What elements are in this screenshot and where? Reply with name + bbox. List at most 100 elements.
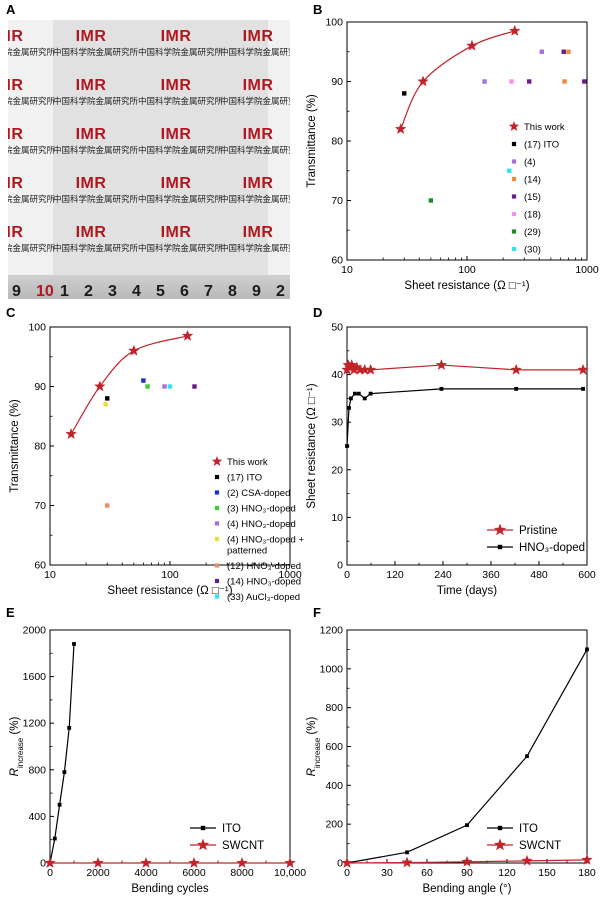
institute-name: 中国科学院金属研究所 [53, 47, 139, 57]
logo-text: IMR [8, 77, 24, 94]
legend-marker [214, 563, 220, 568]
y-tick-label: 800 [28, 764, 46, 776]
legend-marker [214, 536, 220, 542]
logo-tile: IMR 中国科学院金属研究所 [138, 224, 223, 270]
series-line [346, 363, 584, 371]
data-point [368, 391, 373, 396]
x-tick-label: 100 [458, 264, 476, 276]
panel-label-e: E [6, 605, 15, 620]
logo-tile: IMR 中国科学院金属研究所 [53, 28, 139, 74]
data-point [562, 79, 567, 84]
legend-marker [214, 505, 220, 511]
x-tick-label: 180 [578, 867, 596, 879]
institute-name: 中国科学院金属研究所 [8, 96, 56, 106]
institute-name: 中国科学院金属研究所 [220, 96, 290, 106]
legend-marker [214, 474, 220, 480]
fit-curve [70, 335, 188, 435]
logo-text: IMR [75, 126, 107, 143]
y-axis-label: Transmittance (%) [9, 399, 21, 493]
legend-marker [196, 838, 210, 851]
logo-tile: IMR 中国科学院金属研究所 [8, 28, 55, 74]
institute-name: 中国科学院金属研究所 [8, 243, 56, 253]
legend-label: (14) HNO₃-doped [227, 577, 301, 588]
legend-marker [214, 578, 220, 584]
logo-tile: IMR 中国科学院金属研究所 [53, 126, 138, 172]
data-point [72, 642, 76, 646]
logo-text: IMR [75, 28, 107, 45]
fit-curve [400, 30, 515, 130]
legend-marker [511, 141, 517, 147]
data-point [566, 49, 571, 54]
legend-marker [511, 211, 517, 217]
legend-label: (33) AuCl₃-doped [227, 592, 300, 603]
x-tick-label: 30 [381, 867, 393, 879]
institute-name: 中国科学院金属研究所 [220, 243, 290, 253]
legend-marker [493, 838, 507, 851]
panel-label-a: A [6, 2, 16, 17]
y-tick-label: 90 [331, 76, 343, 88]
data-point [577, 363, 589, 375]
legend-marker [497, 825, 503, 831]
x-tick-label: 600 [578, 569, 596, 581]
data-point [428, 198, 434, 203]
y-tick-label: 400 [28, 811, 46, 823]
data-point [140, 856, 152, 868]
logo-text: IMR [8, 224, 24, 241]
y-tick-label: 600 [325, 741, 343, 753]
data-point [394, 123, 407, 135]
y-tick-label: 1600 [23, 671, 47, 683]
y-tick-label: 1200 [320, 625, 344, 637]
legend-label: (2) CSA-doped [227, 488, 290, 499]
data-point [347, 406, 351, 410]
legend-label: ITO [222, 823, 241, 835]
logo-text: IMR [242, 77, 274, 94]
institute-name: 中国科学院金属研究所 [8, 145, 56, 155]
legend-marker [511, 246, 517, 252]
data-point [527, 79, 532, 84]
data-point [57, 802, 62, 807]
data-point [362, 396, 367, 401]
x-tick-label: 360 [482, 569, 500, 581]
legend-label: (14) [524, 175, 541, 186]
data-point [162, 384, 167, 389]
data-point [466, 39, 478, 51]
data-point [236, 856, 248, 868]
x-axis-label: Time (days) [437, 585, 497, 597]
series-line [346, 388, 584, 447]
chart-d: 0 120 240 360 480 600 0 10 20 30 40 50 Time (days) Sh… [306, 322, 596, 598]
legend-marker [508, 120, 520, 132]
logo-text: IMR [75, 77, 107, 94]
data-point [67, 725, 72, 730]
data-point [167, 384, 173, 389]
data-point [349, 396, 353, 401]
institute-name: 中国科学院金属研究所 [138, 145, 224, 155]
data-point [181, 329, 194, 341]
y-axis-label: Rincrease (%) [306, 717, 322, 777]
x-tick-label: 60 [421, 867, 433, 879]
ruler-number: 3 [108, 283, 117, 299]
data-point [507, 168, 512, 173]
x-tick-label: 0 [344, 867, 350, 879]
y-tick-label: 70 [331, 195, 343, 207]
y-tick-label: 70 [34, 500, 46, 512]
logo-tile: IMR 中国科学院金属研究所 [220, 224, 290, 270]
data-point [581, 386, 585, 391]
data-point [128, 344, 140, 356]
legend-marker [214, 594, 220, 599]
legend-marker [493, 523, 507, 536]
data-point [92, 856, 104, 868]
data-point [145, 384, 150, 389]
legend-marker [511, 159, 517, 164]
data-point [417, 75, 429, 87]
x-tick-label: 2000 [86, 867, 110, 879]
institute-name: 中国科学院金属研究所 [53, 243, 139, 253]
logo-tile: IMR 中国科学院金属研究所 [220, 28, 290, 74]
logo-text: IMR [8, 175, 24, 192]
legend-label: SWCNT [519, 840, 561, 852]
x-tick-label: 8000 [230, 867, 254, 879]
data-point [510, 363, 522, 375]
institute-name: 中国科学院金属研究所 [220, 194, 290, 204]
y-tick-label: 2000 [23, 625, 47, 637]
data-point [105, 396, 110, 401]
